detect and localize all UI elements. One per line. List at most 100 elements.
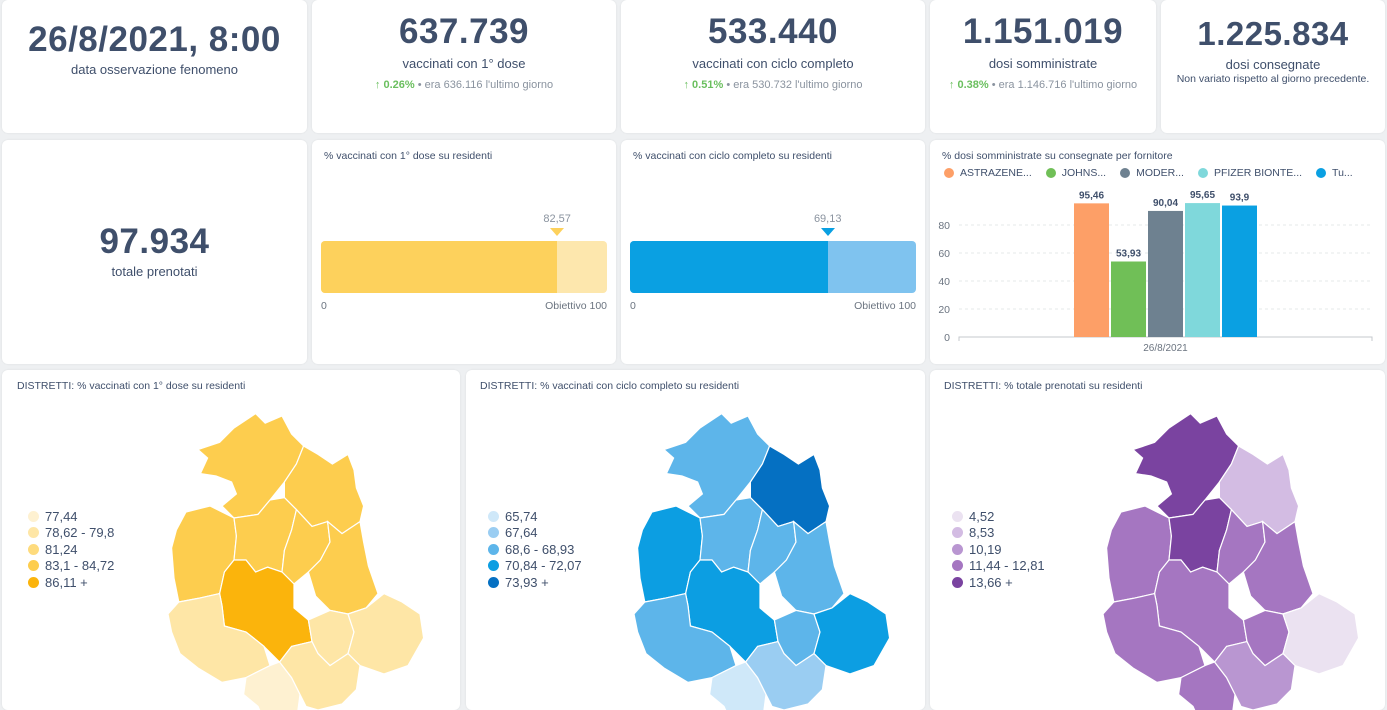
bar[interactable] [1111,261,1146,337]
legend-item[interactable]: 8,53 [952,525,1045,542]
kpi-card-full-cycle: 533.440 vaccinati con ciclo completo ↑ 0… [621,0,925,133]
legend-label: 78,62 - 79,8 [45,525,115,541]
legend-item[interactable]: JOHNS... [1045,167,1107,179]
district-region[interactable] [1177,661,1236,710]
bar-chart-card: % dosi somministrate su consegnate per f… [930,140,1385,364]
district-region[interactable] [813,592,891,675]
legend-item[interactable]: Tu... [1316,167,1353,179]
legend-label: 68,6 - 68,93 [505,541,575,557]
legend-label: 13,66 + [969,574,1013,590]
legend-dot-icon [28,543,39,555]
bullet-card-first-dose: % vaccinati con 1° dose su residenti 82,… [312,140,616,364]
district-region[interactable] [744,640,827,710]
legend-item[interactable]: 65,74 [488,508,582,525]
legend-item[interactable]: 70,84 - 72,07 [488,558,582,575]
legend-item[interactable]: ASTRAZENE... [944,167,1032,179]
legend-label: 86,11 + [45,574,88,590]
full-cycle-delta: ↑ 0.51% • era 530.732 l'ultimo giorno [621,79,925,91]
bullet-fill-full-cycle [630,241,828,293]
legend-dot-icon [488,527,499,539]
map-title-first-dose: DISTRETTI: % vaccinati con 1° dose su re… [17,380,246,392]
legend-label: JOHNS... [1061,167,1107,179]
district-region[interactable] [278,640,361,710]
legend-item[interactable]: 67,64 [488,525,582,542]
legend-item[interactable]: 4,52 [952,508,1045,525]
delivered-label: dosi consegnate [1225,57,1321,72]
bullet-title-full-cycle: % vaccinati con ciclo completo su reside… [633,150,833,162]
bar[interactable] [1222,205,1257,337]
legend-dot-icon [952,543,963,555]
bar[interactable] [1074,203,1109,337]
arrow-up-icon: ↑ [948,79,955,91]
bullet-value-first-dose: 82,57 [543,213,571,225]
x-axis [958,336,1373,341]
district-region[interactable] [708,661,767,710]
legend-dot-icon [952,576,963,588]
bullet-min-full-cycle: 0 [630,300,636,312]
bar-data-label: 90,04 [1153,198,1178,209]
delivered-value: 1.225.834 [1197,15,1349,52]
legend-label: 70,84 - 72,07 [505,558,582,574]
x-tick-label: 26/8/2021 [1143,343,1188,354]
map-card-first-dose: DISTRETTI: % vaccinati con 1° dose su re… [2,370,460,710]
first-dose-value: 637.739 [398,12,530,51]
legend-item[interactable]: 77,44 [28,508,114,525]
legend-dot-icon [952,527,963,539]
legend-dot-icon [1197,168,1208,178]
map-card-booked: DISTRETTI: % totale prenotati su residen… [930,370,1385,710]
bullet-value-full-cycle: 69,13 [813,213,842,225]
kpi-card-date: 26/8/2021, 8:00 data osservazione fenome… [2,0,307,133]
legend-item[interactable]: 83,1 - 84,72 [28,558,114,575]
legend-label: 65,74 [505,508,538,524]
legend-item[interactable]: 78,62 - 79,8 [28,525,114,542]
bar[interactable] [1185,203,1220,337]
map-title-booked: DISTRETTI: % totale prenotati su residen… [944,380,1143,392]
legend-dot-icon [488,543,499,555]
bullet-card-full-cycle: % vaccinati con ciclo completo su reside… [621,140,925,364]
legend-label: PFIZER BIONTE... [1213,167,1303,179]
first-dose-delta-text: • era 636.116 l'ultimo giorno [417,79,554,91]
legend-label: 10,19 [969,541,1002,557]
y-tick-label: 80 [938,220,950,232]
legend-dot-icon [28,576,39,588]
legend-item[interactable]: 73,93 + [488,574,582,591]
map-booked [1102,412,1360,710]
legend-item[interactable]: 13,66 + [952,574,1045,591]
district-region[interactable] [1282,592,1360,675]
legend-dot-icon [488,560,499,572]
y-tick-label: 60 [938,248,950,260]
administered-delta-pct: 0.38% [957,79,989,91]
legend-item[interactable]: MODER... [1120,167,1184,179]
legend-label: 77,44 [45,508,78,524]
full-cycle-delta-pct: 0.51% [692,79,724,91]
legend-label: Tu... [1332,167,1353,179]
y-tick-label: 20 [938,304,950,316]
bar[interactable] [1148,210,1183,337]
legend-dot-icon [488,576,499,588]
y-tick-label: 40 [938,276,950,288]
legend-item[interactable]: 86,11 + [28,574,114,591]
legend-item[interactable]: 11,44 - 12,81 [952,558,1045,575]
legend-item[interactable]: PFIZER BIONTE... [1197,167,1303,179]
map-first-dose [167,412,425,710]
first-dose-label: vaccinati con 1° dose [402,56,526,71]
district-region[interactable] [242,661,301,710]
full-cycle-label: vaccinati con ciclo completo [692,56,854,71]
legend-item[interactable]: 10,19 [952,541,1045,558]
bullet-min-first-dose: 0 [321,300,327,312]
legend-dot-icon [28,560,39,572]
administered-label: dosi somministrate [988,56,1098,71]
legend-dot-icon [1045,168,1056,178]
bullet-title-first-dose: % vaccinati con 1° dose su residenti [324,150,493,162]
legend-dot-icon [952,510,963,522]
legend-item[interactable]: 81,24 [28,541,114,558]
bullet-fill-first-dose [321,241,558,293]
district-region[interactable] [1213,640,1296,710]
map-title-full-cycle: DISTRETTI: % vaccinati con ciclo complet… [480,380,740,392]
district-region[interactable] [347,592,425,675]
bar-data-label: 93,9 [1230,193,1250,204]
legend-item[interactable]: 68,6 - 68,93 [488,541,582,558]
legend-dot-icon [1316,168,1327,178]
bullet-max-full-cycle: Obiettivo 100 [854,300,916,312]
kpi-card-administered: 1.151.019 dosi somministrate ↑ 0.38% • e… [930,0,1156,133]
